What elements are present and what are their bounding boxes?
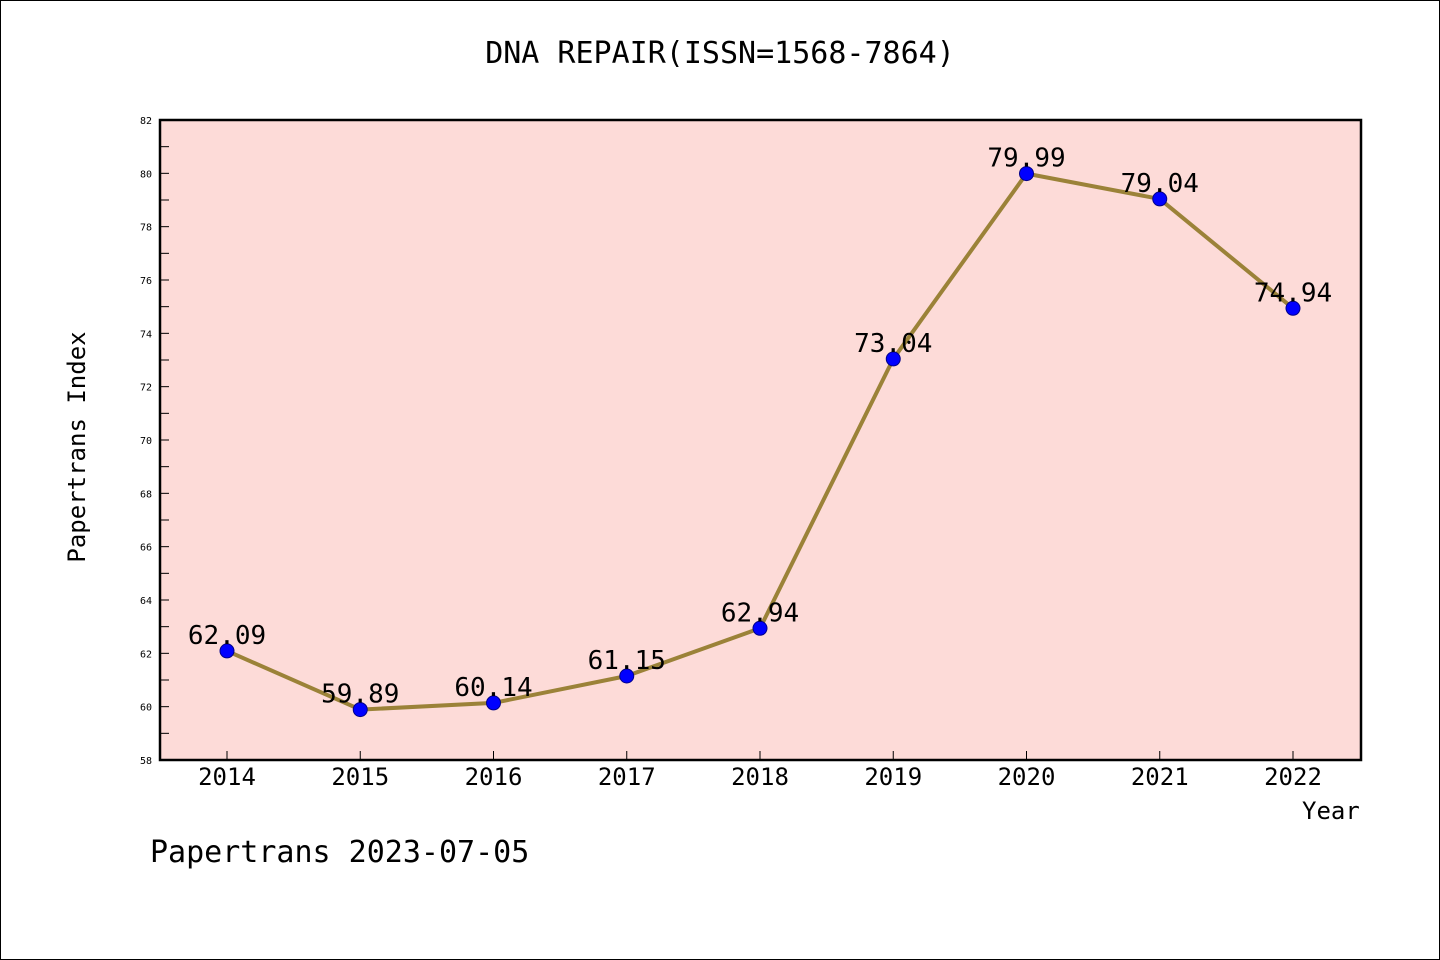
- y-tick-label: 80: [140, 169, 152, 180]
- y-tick-label: 64: [140, 596, 152, 607]
- data-point: [219, 643, 235, 659]
- data-point: [486, 695, 501, 711]
- y-tick-label: 60: [140, 703, 152, 714]
- x-tick-label: 2014: [198, 763, 256, 791]
- y-tick-label: 82: [140, 116, 152, 127]
- x-tick-label: 2018: [731, 763, 789, 791]
- data-point: [1019, 166, 1034, 182]
- x-tick-label: 2020: [998, 763, 1056, 791]
- y-tick-label: 62: [140, 649, 152, 660]
- data-point: [619, 668, 635, 684]
- y-tick-label: 72: [140, 383, 152, 394]
- data-label: 79.99: [987, 144, 1065, 174]
- x-axis-label: Year: [1302, 797, 1360, 825]
- data-label: 79.04: [1121, 169, 1199, 199]
- data-point: [752, 620, 768, 636]
- data-point: [1285, 300, 1301, 316]
- y-tick-label: 66: [140, 543, 152, 554]
- data-label: 61.15: [588, 646, 666, 676]
- x-tick-label: 2019: [864, 763, 922, 791]
- data-label: 74.94: [1254, 278, 1332, 308]
- y-tick-label: 68: [140, 489, 152, 500]
- data-label: 59.89: [321, 680, 399, 710]
- x-tick-label: 2022: [1264, 763, 1322, 791]
- x-tick-label: 2016: [465, 763, 523, 791]
- data-point: [352, 702, 368, 718]
- y-tick-label: 76: [140, 276, 152, 287]
- chart-title: DNA REPAIR(ISSN=1568-7864): [485, 36, 955, 71]
- data-label: 60.14: [454, 673, 532, 703]
- plot-area: [160, 120, 1361, 760]
- data-point: [1152, 191, 1168, 207]
- x-tick-label: 2015: [331, 763, 389, 791]
- y-axis-label: Papertrans Index: [63, 331, 91, 563]
- plot-border: [158, 118, 1363, 762]
- y-tick-label: 74: [140, 329, 152, 340]
- x-tick-label: 2017: [598, 763, 656, 791]
- data-label: 62.09: [188, 621, 266, 651]
- data-label: 73.04: [854, 329, 932, 359]
- y-tick-label: 78: [140, 223, 152, 234]
- data-label: 62.94: [721, 598, 799, 628]
- y-tick-label: 58: [140, 756, 152, 767]
- x-tick-label: 2021: [1131, 763, 1189, 791]
- data-point: [885, 351, 901, 367]
- footer-text: Papertrans 2023-07-05: [150, 835, 530, 870]
- y-tick-label: 70: [140, 436, 152, 447]
